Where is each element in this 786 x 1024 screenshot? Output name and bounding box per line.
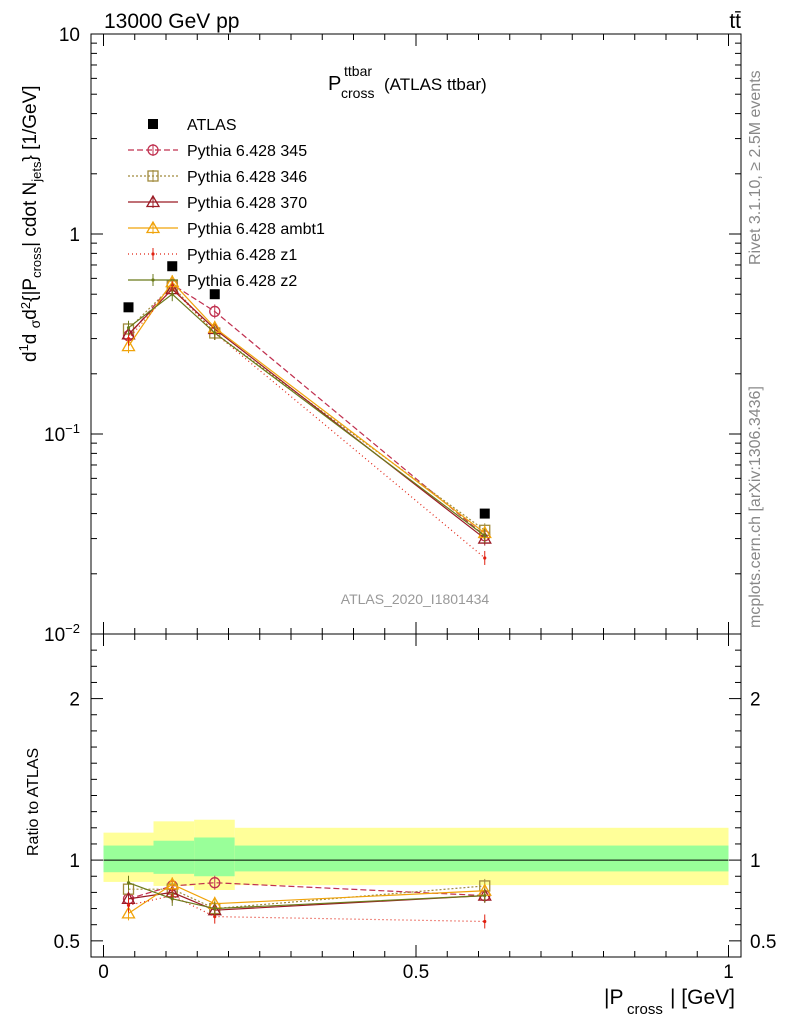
- plot-title-p: P: [328, 73, 341, 95]
- ratio-point-z1-0: [126, 903, 131, 907]
- legend-label-p370: Pythia 6.428 370: [187, 195, 307, 212]
- legend-marker-p346: [147, 170, 159, 182]
- main-plot-title: P ttbar cross (ATLAS ttbar): [328, 63, 487, 101]
- ratio-point-p345-2: [209, 877, 221, 889]
- ratio-xtick-label-0: 0: [98, 962, 109, 983]
- main-series-z2: [126, 287, 487, 543]
- ratio-uncertainty-bands: [103, 819, 729, 890]
- main-ytick-label-1: 1: [69, 225, 80, 246]
- ratio-band-inner-1: [153, 840, 195, 874]
- watermark: ATLAS_2020_I1801434: [341, 591, 490, 607]
- main-point-ambt1-0: [121, 338, 136, 352]
- rivet-label: Rivet 3.1.10, ≥ 2.5M events: [747, 70, 764, 265]
- main-point-data-0: [123, 302, 134, 313]
- main-point-data-2: [209, 289, 220, 300]
- main-series-data: [123, 261, 490, 519]
- legend-label-data: ATLAS: [187, 117, 237, 134]
- plot-title-sub: cross: [341, 85, 374, 101]
- ratio-panel-frame: [90, 633, 742, 958]
- main-line-p346: [128, 285, 486, 531]
- ratio-ytick-label-right-2: 0.5: [750, 932, 776, 953]
- ratio-xtick-label-1: 0.5: [403, 962, 429, 983]
- ratio-panel-series: [121, 875, 492, 929]
- legend-item-z2: Pythia 6.428 z2: [128, 273, 297, 290]
- legend-marker-ambt1: [145, 220, 161, 234]
- legend-marker-p345: [147, 144, 159, 156]
- main-point-z1-3: [483, 556, 487, 560]
- ratio-ytick-label-right-0: 2: [750, 690, 761, 711]
- main-line-z2: [128, 293, 486, 537]
- main-ytick-label-0: 10: [59, 25, 80, 46]
- legend-label-z1: Pythia 6.428 z1: [187, 247, 297, 264]
- legend-item-ambt1: Pythia 6.428 ambt1: [128, 220, 325, 238]
- legend-marker-z2: [151, 278, 155, 282]
- ratio-ytick-label-right-1: 1: [750, 851, 761, 872]
- ratio-point-z2-2: [213, 906, 217, 911]
- legend-item-p370: Pythia 6.428 370: [128, 194, 307, 212]
- main-line-p345: [128, 283, 486, 537]
- ratio-xtick-label-2: 1: [723, 962, 734, 983]
- ratio-band-inner-3: [234, 845, 729, 872]
- ratio-point-z2-3: [483, 894, 487, 898]
- ratio-point-z1-2: [213, 915, 217, 919]
- svg-text:d1d σd2{|Pcross| cdot Nj: d1d σd2{|Pcross| cdot Njets} [1/GeV]: [16, 85, 44, 362]
- ratio-ytick-label-1: 1: [69, 851, 80, 872]
- axes: 10 1 10−1 10−2 0 0.5 1 2 2 1 1 0.5 0.5: [44, 25, 776, 983]
- legend-item-p346: Pythia 6.428 346: [128, 169, 307, 186]
- legend: ATLAS Pythia 6.428 345 Pythia 6.428 346 Pyt…: [128, 117, 325, 290]
- main-point-z2-2: [213, 331, 217, 335]
- main-point-data-1: [167, 261, 178, 272]
- ratio-line-p370: [128, 891, 485, 911]
- x-label-suffix: | [GeV]: [670, 986, 735, 1009]
- ratio-line-z1: [128, 894, 485, 923]
- mcplots-label: mcplots.cern.ch [arXiv:1306.3436]: [747, 386, 764, 628]
- main-series-z1: [126, 281, 487, 565]
- ratio-point-z2-0: [126, 881, 131, 885]
- main-point-z2-3: [483, 534, 487, 538]
- ratio-ytick-label-0: 2: [69, 690, 80, 711]
- main-point-data-3: [479, 508, 490, 519]
- main-ytick-label-2: 10−1: [44, 421, 80, 446]
- legend-marker-data: [148, 119, 158, 129]
- x-label-sub: cross: [627, 1001, 663, 1018]
- legend-marker-p370: [145, 194, 161, 208]
- ratio-band-inner-0: [103, 845, 154, 873]
- ratio-line-p345: [128, 882, 485, 900]
- ratio-y-axis-label: Ratio to ATLAS: [25, 748, 42, 856]
- main-ytick-label-3: 10−2: [44, 621, 80, 646]
- ratio-point-ambt1-0: [121, 906, 136, 919]
- ratio-point-z1-3: [483, 919, 487, 924]
- main-y-axis-label: d1d σd2{|Pcross| cdot Njets} [1/GeV]: [16, 85, 44, 362]
- x-label-main: |P: [604, 986, 623, 1009]
- ratio-point-z2-1: [170, 897, 174, 901]
- main-series-p370: [121, 281, 492, 546]
- legend-marker-z1: [151, 252, 155, 256]
- legend-item-z1: Pythia 6.428 z1: [128, 247, 297, 264]
- energy-label: 13000 GeV pp: [104, 10, 239, 33]
- main-line-z1: [128, 287, 486, 559]
- ratio-band-inner-2: [194, 837, 235, 877]
- legend-label-p346: Pythia 6.428 346: [187, 169, 307, 186]
- legend-item-data: ATLAS: [148, 117, 237, 134]
- plot-title-sup: ttbar: [344, 63, 372, 79]
- ratio-line-z2: [128, 882, 485, 910]
- main-line-p370: [128, 288, 486, 540]
- ratio-x-axis-label: |P cross | [GeV]: [604, 986, 735, 1018]
- ratio-ytick-label-2: 0.5: [54, 932, 80, 953]
- ratio-line-ambt1: [128, 883, 485, 914]
- main-point-z1-0: [126, 336, 131, 341]
- ratio-series-z2: [126, 875, 487, 916]
- legend-label-ambt1: Pythia 6.428 ambt1: [187, 221, 325, 238]
- legend-label-z2: Pythia 6.428 z2: [187, 273, 297, 290]
- main-point-z2-0: [126, 326, 131, 330]
- main-point-z2-1: [170, 292, 174, 296]
- plot-title-suffix: (ATLAS ttbar): [384, 75, 487, 94]
- main-point-p345-2: [209, 305, 221, 318]
- legend-label-p345: Pythia 6.428 345: [187, 143, 307, 160]
- main-panel-series: [121, 261, 492, 565]
- ratio-series-z1: [126, 888, 487, 929]
- process-label: tt̄: [729, 10, 741, 33]
- legend-item-p345: Pythia 6.428 345: [128, 143, 307, 160]
